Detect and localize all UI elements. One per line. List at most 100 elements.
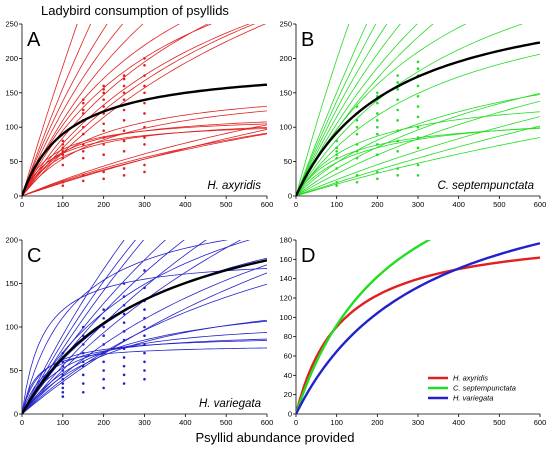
- observation-point: [335, 153, 338, 157]
- y-tick-label: 120: [279, 294, 292, 303]
- observation-point: [355, 156, 359, 160]
- observation-point: [122, 119, 126, 122]
- individual-fit-line: [22, 123, 267, 196]
- observation-point: [143, 325, 146, 329]
- observation-point: [416, 163, 420, 167]
- y-tick-label: 40: [284, 371, 292, 380]
- observation-point: [335, 180, 338, 184]
- panel-a: 0 100 200 300 400 500 600 0 50 100 150 200 250 A H. ax…: [5, 20, 274, 210]
- observation-point: [122, 139, 126, 143]
- observation-point: [396, 174, 399, 177]
- observation-point: [61, 146, 65, 150]
- x-tick-label: 600: [534, 418, 547, 427]
- x-tick-label: 600: [261, 200, 274, 209]
- individual-fit-line: [296, 137, 540, 196]
- individual-fit-line: [296, 24, 434, 196]
- x-tick-label: 100: [57, 418, 70, 427]
- individual-fit-line: [22, 240, 207, 414]
- observation-point: [143, 170, 146, 174]
- x-tick-label: 400: [179, 200, 192, 209]
- observation-point: [81, 132, 85, 136]
- observation-point: [102, 143, 105, 146]
- observation-point: [122, 108, 126, 112]
- observation-point: [396, 74, 399, 77]
- observation-point: [81, 373, 85, 377]
- observation-point: [355, 180, 359, 184]
- observation-point: [143, 101, 146, 105]
- observation-point: [376, 143, 379, 146]
- observation-point: [376, 132, 379, 136]
- individual-fit-line: [296, 24, 467, 196]
- x-tick-label: 400: [452, 418, 465, 427]
- x-tick-label: 0: [20, 418, 24, 427]
- individual-fit-line: [22, 124, 267, 196]
- y-tick-label: 150: [5, 279, 18, 288]
- observation-point: [416, 125, 420, 129]
- observation-point: [122, 167, 126, 170]
- individual-fit-line: [22, 24, 250, 196]
- legend-label: H. axyridis: [453, 374, 488, 383]
- observation-point: [102, 98, 105, 101]
- observation-point: [81, 112, 85, 115]
- observation-point: [122, 338, 126, 342]
- observation-point: [81, 334, 85, 338]
- observation-point: [416, 94, 420, 98]
- plot-area: [22, 240, 267, 414]
- observation-point: [81, 390, 85, 394]
- observation-point: [396, 98, 399, 101]
- observation-point: [416, 136, 420, 139]
- observation-point: [102, 122, 105, 126]
- y-tick-label: 200: [5, 54, 18, 63]
- observation-point: [143, 351, 146, 355]
- observation-point: [143, 84, 146, 88]
- observation-point: [102, 136, 105, 139]
- panel-letter: C: [27, 245, 41, 267]
- observation-point: [102, 170, 105, 174]
- individual-fit-line: [22, 240, 125, 414]
- observation-point: [61, 382, 65, 385]
- observation-point: [81, 149, 85, 153]
- observation-point: [81, 351, 85, 355]
- observation-point: [122, 77, 126, 81]
- observation-point: [416, 84, 420, 88]
- y-tick-label: 20: [284, 390, 292, 399]
- individual-fit-line: [296, 116, 540, 196]
- observation-point: [122, 174, 126, 177]
- x-tick-label: 200: [371, 418, 384, 427]
- y-tick-label: 100: [279, 123, 292, 132]
- observation-point: [143, 57, 146, 60]
- individual-fit-line: [22, 272, 267, 414]
- observation-point: [416, 105, 420, 108]
- observation-point: [122, 356, 126, 359]
- y-tick-label: 0: [14, 410, 18, 419]
- observation-point: [61, 163, 65, 167]
- plot-area: [22, 24, 267, 196]
- legend-label: H. variegata: [453, 394, 493, 403]
- x-tick-label: 600: [534, 200, 547, 209]
- observation-point: [102, 153, 105, 157]
- mean-fit-line: [22, 259, 267, 414]
- individual-fit-line: [296, 94, 540, 196]
- observation-point: [122, 330, 126, 333]
- observation-point: [143, 74, 146, 77]
- x-tick-label: 100: [330, 418, 343, 427]
- individual-fit-line: [296, 24, 368, 196]
- series-line: [296, 240, 432, 414]
- observation-point: [396, 149, 399, 153]
- individual-fit-line: [22, 132, 267, 196]
- observation-point: [376, 112, 379, 115]
- individual-fit-line: [22, 24, 78, 196]
- observation-point: [122, 303, 126, 307]
- y-tick-label: 0: [288, 410, 292, 419]
- x-tick-label: 200: [371, 200, 384, 209]
- individual-fit-line: [22, 24, 180, 196]
- observation-point: [335, 184, 338, 187]
- x-tick-label: 600: [261, 418, 274, 427]
- observation-point: [102, 105, 105, 108]
- y-tick-label: 250: [279, 20, 292, 29]
- observation-point: [102, 386, 105, 390]
- observation-point: [355, 119, 359, 122]
- individual-fit-line: [22, 240, 136, 414]
- x-tick-label: 0: [20, 200, 24, 209]
